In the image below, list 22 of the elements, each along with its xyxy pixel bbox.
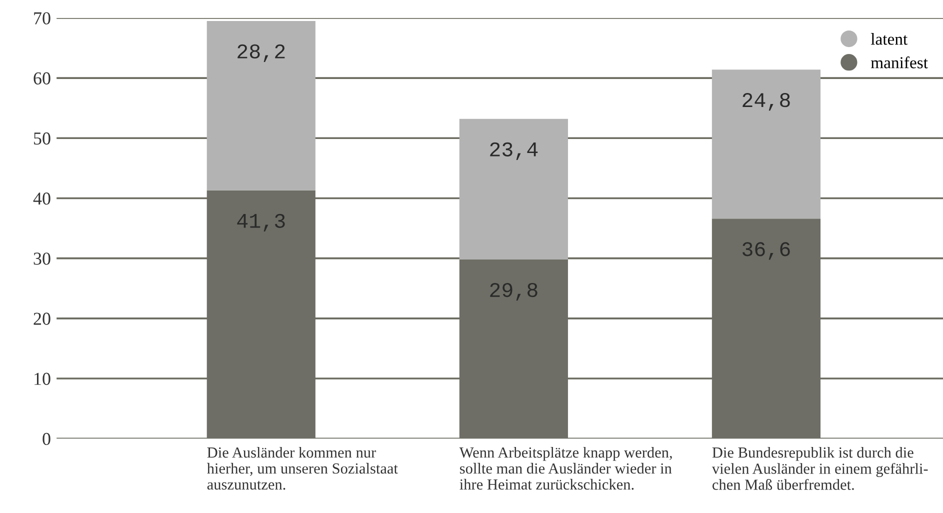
data-label: 36,6 [742, 242, 790, 260]
y-tick-label: 10 [34, 372, 50, 385]
data-label: 41,3 [237, 214, 285, 232]
data-label: 29,8 [490, 282, 538, 301]
y-tick-label: 40 [33, 192, 50, 205]
legend-label: manifest [870, 56, 928, 68]
y-tick-label: 30 [34, 252, 50, 265]
bar [459, 118, 568, 260]
y-tick-label: 70 [34, 12, 50, 24]
bar [712, 70, 821, 219]
y-tick-label: 60 [34, 72, 50, 84]
x-tick-label: Die Ausländer kommen nur hierher, um unseren Sozialstaat auszunutzen. [206, 446, 398, 490]
bar [206, 20, 316, 190]
data-label: 28,2 [238, 44, 285, 62]
y-tick-label: 50 [34, 132, 50, 145]
legend-label: latent [870, 33, 908, 45]
y-tick-label: 20 [34, 312, 50, 325]
y-tick-label: 0 [42, 432, 50, 446]
data-label: 24,8 [742, 93, 790, 111]
data-label: 23,4 [490, 142, 538, 160]
x-tick-label: Die Bundesrepublik ist durch die vielen Ausländer in einem gefährli- chen Maß überfremdet. [712, 446, 928, 490]
x-tick-label: Wenn Arbeitsplätze knapp werden, sollte man die Ausländer wieder in ihre Heimat zurückschicken. [459, 446, 672, 490]
